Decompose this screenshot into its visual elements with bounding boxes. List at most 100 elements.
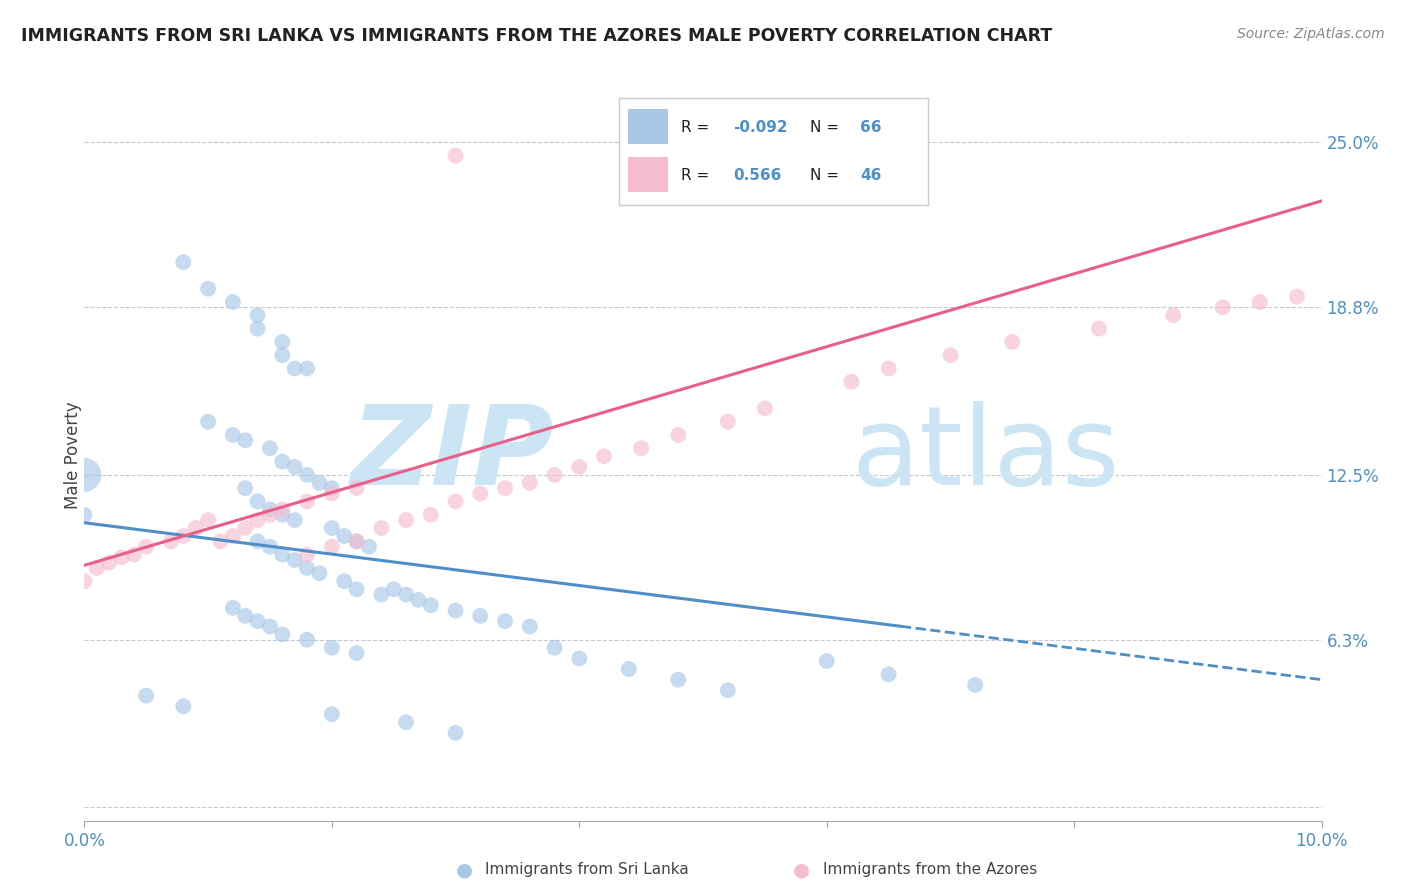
Point: [321, 640, 343, 655]
Point: [135, 689, 157, 703]
Point: [271, 508, 294, 522]
Point: [122, 548, 145, 562]
Text: N =: N =: [810, 168, 844, 183]
Bar: [628, 157, 668, 193]
Point: [666, 673, 689, 687]
Point: [284, 459, 307, 474]
Point: [295, 361, 318, 376]
Text: 0.566: 0.566: [733, 168, 782, 183]
Point: [259, 619, 281, 633]
Point: [444, 726, 467, 740]
Point: [543, 640, 565, 655]
Point: [370, 521, 392, 535]
Point: [222, 295, 245, 310]
Point: [73, 574, 96, 589]
Point: [246, 614, 269, 628]
Text: 66: 66: [860, 120, 882, 135]
Point: [841, 375, 863, 389]
Point: [1212, 301, 1234, 315]
Point: [233, 608, 256, 623]
Text: Immigrants from Sri Lanka: Immigrants from Sri Lanka: [485, 863, 689, 877]
Text: 46: 46: [860, 168, 882, 183]
Text: ZIP: ZIP: [352, 401, 554, 508]
Point: [666, 428, 689, 442]
Point: [519, 475, 541, 490]
Point: [308, 475, 330, 490]
Point: [754, 401, 776, 416]
Point: [246, 534, 269, 549]
Point: [346, 534, 368, 549]
Point: [160, 534, 183, 549]
Text: -0.092: -0.092: [733, 120, 787, 135]
Point: [370, 588, 392, 602]
Point: [246, 308, 269, 322]
Point: [346, 582, 368, 597]
Point: [197, 282, 219, 296]
Point: [172, 529, 194, 543]
Point: [259, 540, 281, 554]
Text: R =: R =: [681, 168, 714, 183]
Point: [593, 449, 616, 463]
Point: [543, 467, 565, 482]
Point: [357, 540, 380, 554]
Point: [295, 632, 318, 647]
Text: ●: ●: [456, 860, 472, 880]
Text: R =: R =: [681, 120, 714, 135]
Point: [939, 348, 962, 362]
Point: [259, 502, 281, 516]
Point: [419, 598, 441, 612]
Point: [271, 348, 294, 362]
Point: [346, 534, 368, 549]
Point: [98, 556, 121, 570]
Point: [395, 715, 418, 730]
Point: [86, 561, 108, 575]
Point: [197, 415, 219, 429]
Point: [246, 513, 269, 527]
Point: [308, 566, 330, 581]
Point: [295, 548, 318, 562]
Point: [271, 454, 294, 468]
Text: IMMIGRANTS FROM SRI LANKA VS IMMIGRANTS FROM THE AZORES MALE POVERTY CORRELATION: IMMIGRANTS FROM SRI LANKA VS IMMIGRANTS …: [21, 27, 1052, 45]
Point: [271, 627, 294, 641]
Point: [395, 588, 418, 602]
Point: [271, 502, 294, 516]
Point: [110, 550, 132, 565]
Point: [395, 513, 418, 527]
Point: [333, 574, 356, 589]
Point: [1088, 321, 1111, 335]
Text: N =: N =: [810, 120, 844, 135]
Point: [321, 707, 343, 722]
Point: [209, 534, 232, 549]
Point: [233, 434, 256, 448]
Point: [172, 255, 194, 269]
Y-axis label: Male Poverty: Male Poverty: [65, 401, 82, 508]
Point: [346, 646, 368, 660]
Point: [1161, 308, 1184, 322]
Point: [73, 467, 96, 482]
Point: [877, 361, 900, 376]
Text: Immigrants from the Azores: Immigrants from the Azores: [823, 863, 1036, 877]
Point: [184, 521, 207, 535]
Point: [321, 521, 343, 535]
Point: [172, 699, 194, 714]
Point: [259, 442, 281, 456]
Point: [1001, 334, 1024, 349]
Point: [284, 361, 307, 376]
Point: [295, 467, 318, 482]
Point: [470, 486, 492, 500]
Point: [382, 582, 405, 597]
Point: [965, 678, 987, 692]
Point: [494, 614, 516, 628]
Point: [271, 334, 294, 349]
Point: [444, 603, 467, 617]
Point: [617, 662, 640, 676]
Point: [717, 415, 740, 429]
Bar: [628, 109, 668, 145]
Point: [197, 513, 219, 527]
Point: [284, 553, 307, 567]
Point: [246, 494, 269, 508]
Point: [135, 540, 157, 554]
Point: [295, 561, 318, 575]
Point: [321, 486, 343, 500]
Point: [470, 608, 492, 623]
